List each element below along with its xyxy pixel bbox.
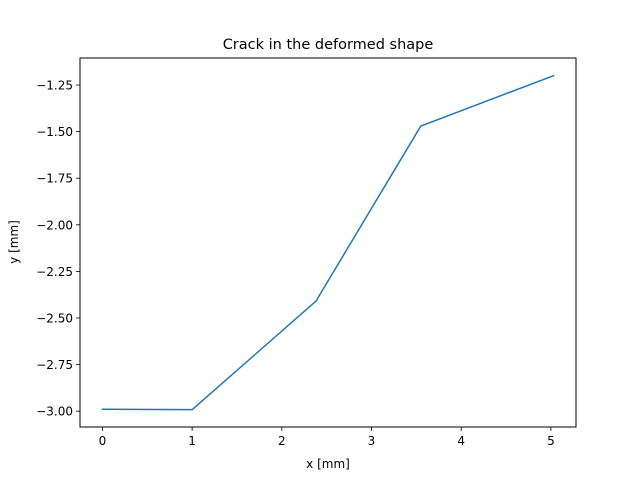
y-tick-label: −2.75	[36, 358, 73, 372]
x-tick-label: 5	[547, 434, 555, 448]
y-tick-label: −2.00	[36, 218, 73, 232]
chart-title: Crack in the deformed shape	[223, 37, 434, 53]
plot-frame	[79, 57, 577, 428]
x-tick-label: 2	[278, 434, 286, 448]
x-tick-label: 1	[188, 434, 196, 448]
x-tick-label: 3	[368, 434, 376, 448]
y-tick-label: −2.50	[36, 311, 73, 325]
x-axis-label: x [mm]	[306, 457, 350, 471]
x-tick-label: 0	[99, 434, 107, 448]
x-tick-label: 4	[457, 434, 465, 448]
y-tick-label: −1.75	[36, 172, 73, 186]
y-tick-label: −1.25	[36, 79, 73, 93]
plot-area	[101, 74, 555, 411]
y-axis-label: y [mm]	[7, 220, 21, 264]
y-tick-label: −3.00	[36, 405, 73, 419]
y-tick-label: −1.50	[36, 125, 73, 139]
x-axis-ticks: 0 1 2 3 4 5	[99, 427, 555, 448]
series-line-0	[101, 74, 555, 411]
y-tick-label: −2.25	[36, 265, 73, 279]
y-axis-ticks: −3.00 −2.75 −2.50 −2.25 −2.00 −1.75 −1.50 −1.25	[36, 79, 80, 419]
